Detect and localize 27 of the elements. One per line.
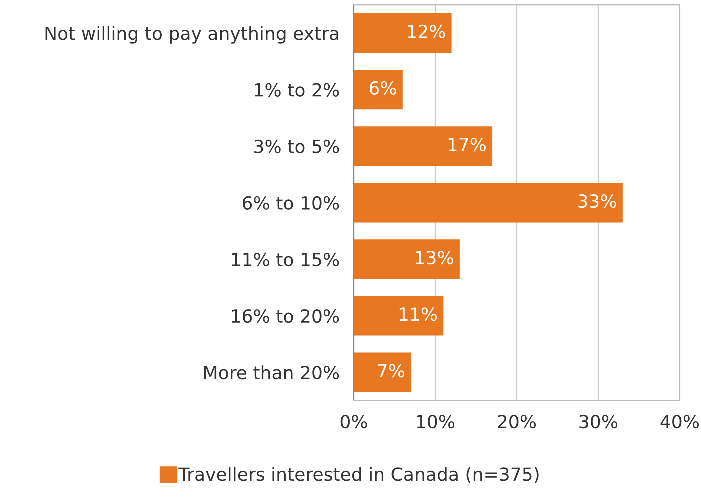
- data-label: 6%: [370, 81, 396, 96]
- bar: [354, 13, 452, 54]
- y-tick-label: 16% to 20%: [232, 309, 340, 324]
- y-tick-label: 11% to 15%: [232, 252, 340, 267]
- data-label: 11%: [400, 308, 438, 322]
- bar: [354, 352, 412, 392]
- x-tick-label: 0%: [340, 415, 368, 429]
- y-tick-label: Not willing to pay anything extra: [46, 26, 338, 44]
- data-label: 7%: [378, 364, 404, 378]
- data-label: 17%: [448, 138, 486, 152]
- x-tick-label: 30%: [580, 415, 618, 429]
- bar: [354, 70, 403, 110]
- data-label: 12%: [408, 24, 446, 39]
- y-tick-label: 1% to 2%: [255, 83, 340, 97]
- bar: [354, 126, 493, 166]
- data-label: 13%: [416, 251, 454, 265]
- legend-label: Travellers interested in Canada (n=375): [178, 467, 539, 484]
- bar: [354, 296, 444, 336]
- bar: [354, 240, 460, 280]
- x-tick-label: 10%: [417, 415, 455, 429]
- bar: [354, 183, 623, 223]
- y-tick-label: More than 20%: [204, 366, 340, 380]
- y-tick-label: 6% to 10%: [243, 196, 340, 210]
- data-label: 33%: [578, 194, 616, 208]
- y-tick-label: 3% to 5%: [254, 140, 340, 154]
- x-tick-label: 40%: [660, 415, 700, 429]
- x-tick-label: 20%: [498, 415, 536, 429]
